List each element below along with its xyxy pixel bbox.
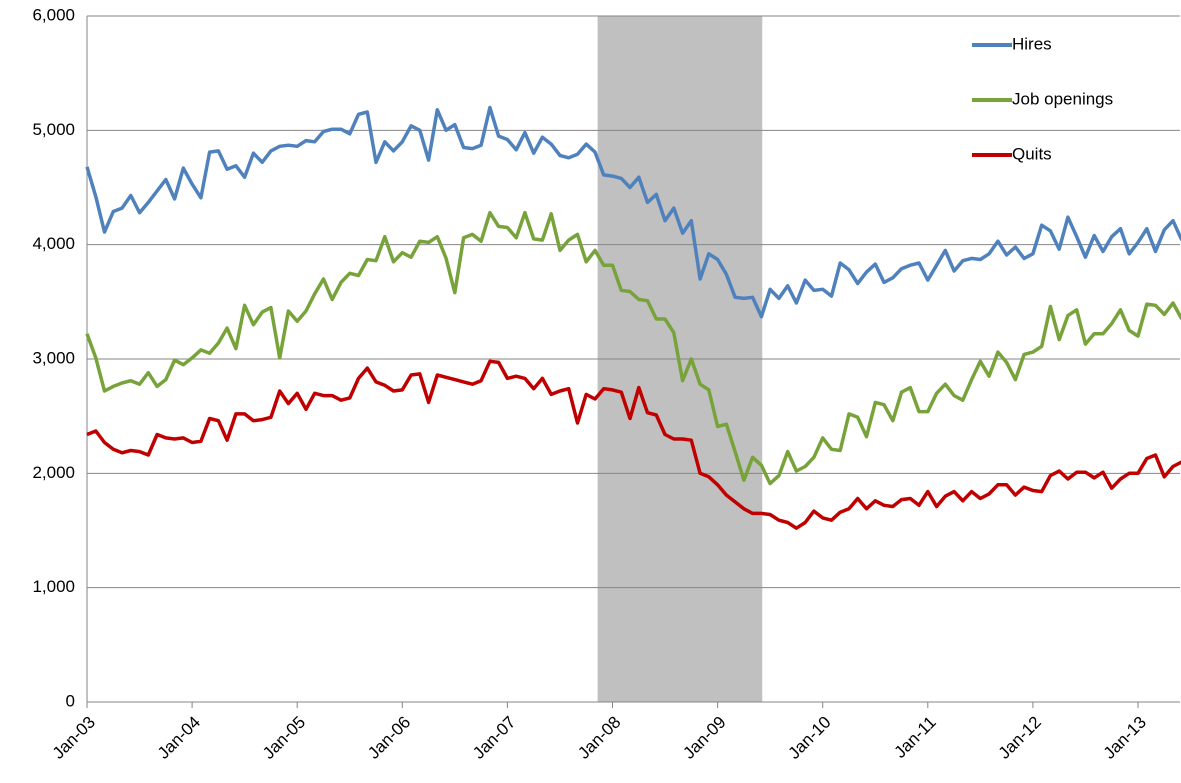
x-tick-label: Jan-13 [1100,713,1150,763]
x-tick-label: Jan-04 [154,713,204,763]
legend-label: Hires [1012,34,1052,53]
legend-label: Quits [1012,144,1052,163]
series-line [85,210,1181,486]
y-tick-label: 5,000 [32,120,75,139]
y-tick-label: 1,000 [32,577,75,596]
series-line [86,359,1181,530]
y-tick-label: 2,000 [32,463,75,482]
y-tick-label: 6,000 [32,5,75,24]
y-tick-label: 0 [66,691,75,710]
y-tick-label: 4,000 [32,234,75,253]
x-tick-label: Jan-03 [49,713,99,763]
x-tick-label: Jan-09 [679,713,729,763]
x-tick-label: Jan-06 [364,713,414,763]
x-tick-label: Jan-07 [469,713,519,763]
y-tick-label: 3,000 [32,348,75,367]
x-tick-label: Jan-10 [785,713,835,763]
series-line [85,105,1181,319]
x-tick-label: Jan-12 [995,713,1045,763]
legend-label: Job openings [1012,89,1113,108]
x-tick-label: Jan-08 [574,713,624,763]
x-tick-label: Jan-11 [891,713,940,762]
x-tick-label: Jan-05 [259,713,309,763]
